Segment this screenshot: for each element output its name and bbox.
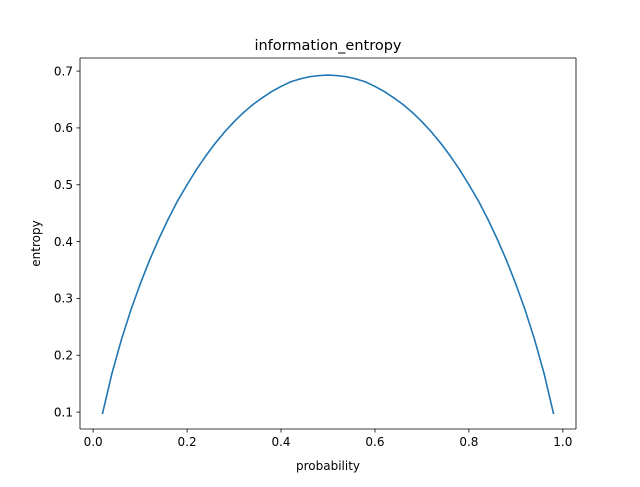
y-tick-label: 0.2 [54,349,73,363]
chart-title: information_entropy [254,38,401,54]
data-point [364,81,367,83]
data-point [458,168,461,171]
plot-area [80,58,576,429]
data-point [195,168,198,171]
data-point [299,78,301,80]
data-point [327,74,329,76]
data-point [505,259,508,262]
y-tick-label: 0.3 [54,292,73,306]
data-point [308,75,311,78]
data-point [214,142,217,145]
data-point [139,283,141,286]
data-point [374,85,376,88]
y-axis-label: entropy [29,220,43,266]
data-point [111,372,113,375]
data-point [421,120,423,123]
data-point [533,339,536,341]
data-point [223,131,226,133]
data-point [289,81,292,83]
data-point [233,120,235,123]
data-point [129,309,132,312]
x-tick-label: 0.6 [365,435,384,449]
data-point [345,75,348,78]
axes-frame [79,57,577,430]
x-tick-label: 0.0 [84,435,103,449]
data-point [543,372,545,375]
x-tick-label: 0.2 [178,435,197,449]
data-point [383,90,386,93]
data-point [101,412,104,415]
data-point [120,339,123,341]
x-tick-label: 0.8 [459,435,478,449]
data-point [158,237,160,240]
data-point [439,142,442,145]
data-point [524,309,527,312]
data-point [176,199,179,202]
data-point [186,183,188,186]
data-point [552,412,555,415]
x-axis-label: probability [296,459,360,473]
data-point [468,183,470,186]
y-axis-ticks: 0.1 0.2 0.3 0.4 0.5 0.6 0.7 [54,64,80,419]
data-point [280,85,282,88]
series-layer [101,74,555,415]
x-axis-ticks: 0.0 0.2 0.4 0.6 0.8 1.0 [84,429,572,449]
data-point [355,78,357,80]
data-point [317,74,320,77]
y-tick-label: 0.5 [54,178,73,192]
y-tick-label: 0.4 [54,235,73,249]
data-point [205,154,207,157]
data-point [270,90,273,93]
data-point [515,283,517,286]
data-point [486,218,489,220]
data-point [392,96,395,99]
data-point [411,111,414,114]
x-tick-label: 0.4 [271,435,290,449]
data-point [148,259,151,262]
data-point [449,154,451,157]
y-tick-label: 0.7 [54,64,73,78]
data-point [336,74,339,77]
data-point [402,103,404,106]
data-point [477,199,480,202]
y-tick-label: 0.1 [54,405,73,419]
y-tick-label: 0.6 [54,121,73,135]
data-point [167,218,170,220]
data-point [430,131,433,133]
data-point [496,237,498,240]
data-point [261,96,264,99]
x-tick-label: 1.0 [553,435,572,449]
data-point [252,103,254,106]
data-point [242,111,245,114]
